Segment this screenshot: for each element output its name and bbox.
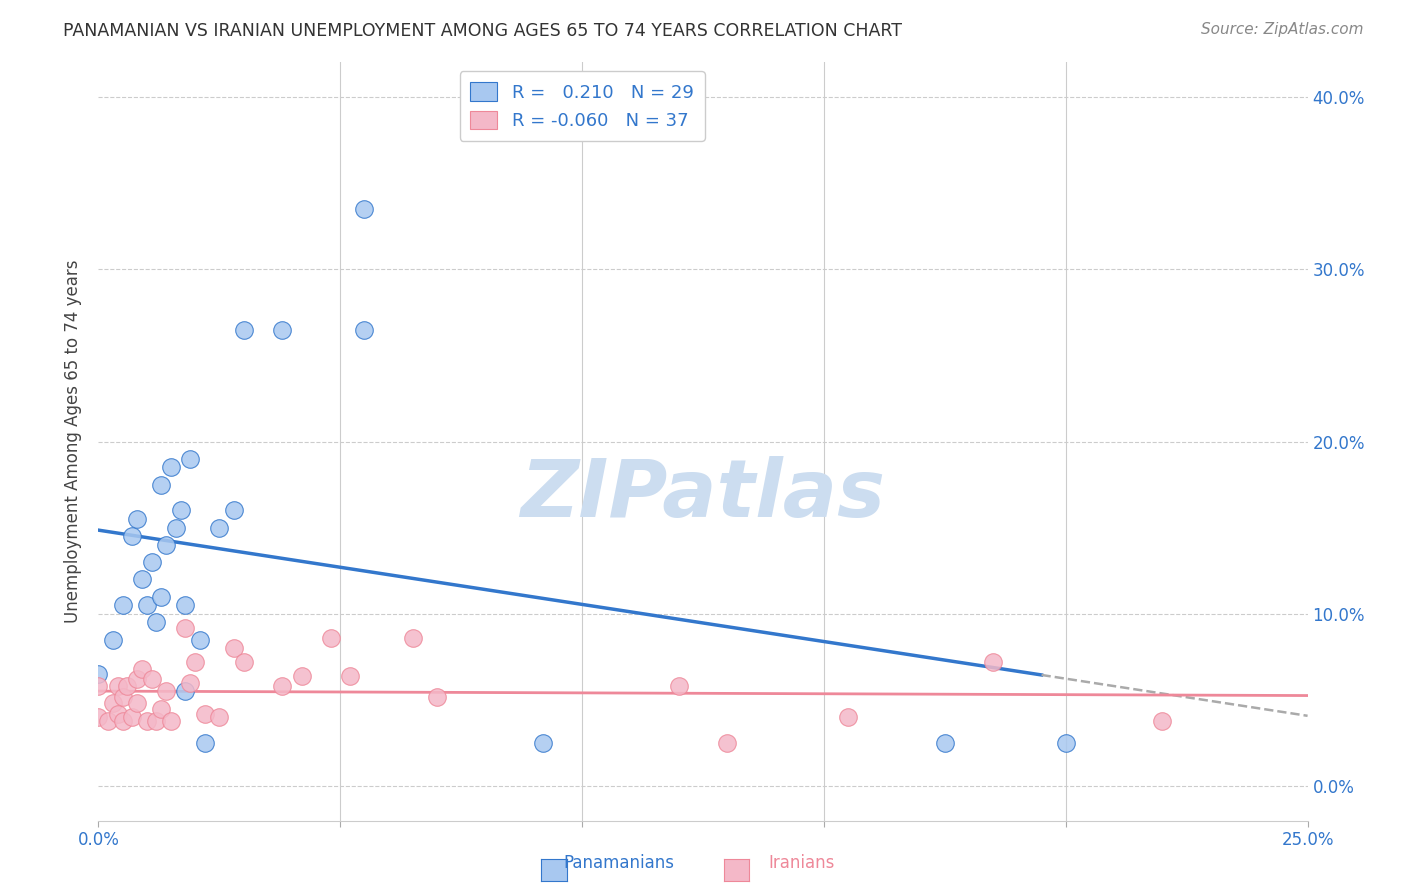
Point: [111, 599, 134, 613]
Point: [232, 322, 254, 336]
Point: [271, 679, 294, 693]
Point: [232, 655, 254, 669]
Point: [426, 690, 449, 704]
Point: [353, 202, 375, 216]
Point: [208, 710, 231, 724]
Point: [165, 521, 187, 535]
Y-axis label: Unemployment Among Ages 65 to 74 years: Unemployment Among Ages 65 to 74 years: [65, 260, 83, 624]
Point: [101, 697, 124, 711]
Point: [160, 460, 183, 475]
Point: [141, 555, 163, 569]
Point: [121, 529, 143, 543]
Point: [135, 599, 157, 613]
Point: [87, 710, 110, 724]
Point: [131, 573, 153, 587]
Point: [127, 512, 149, 526]
Point: [188, 632, 211, 647]
Legend: R =   0.210   N = 29, R = -0.060   N = 37: R = 0.210 N = 29, R = -0.060 N = 37: [460, 71, 704, 141]
Text: ZIPatlas: ZIPatlas: [520, 456, 886, 533]
Point: [135, 714, 157, 728]
Point: [111, 690, 134, 704]
Point: [141, 673, 163, 687]
Point: [1152, 714, 1174, 728]
Point: [145, 714, 167, 728]
Point: [117, 679, 139, 693]
Point: [101, 632, 124, 647]
Point: [716, 736, 738, 750]
Point: [127, 697, 149, 711]
Point: [169, 503, 191, 517]
Point: [402, 631, 425, 645]
Point: [150, 701, 173, 715]
Point: [339, 669, 361, 683]
Point: [179, 451, 201, 466]
Text: Panamanians: Panamanians: [564, 855, 673, 872]
Point: [271, 322, 294, 336]
Point: [353, 322, 375, 336]
Point: [981, 655, 1004, 669]
Point: [145, 615, 167, 630]
Point: [222, 641, 245, 656]
Point: [319, 631, 342, 645]
Point: [194, 736, 217, 750]
Point: [531, 736, 554, 750]
Point: [87, 667, 110, 681]
Point: [155, 538, 177, 552]
Point: [107, 706, 129, 721]
Point: [107, 679, 129, 693]
Point: [97, 714, 120, 728]
Text: PANAMANIAN VS IRANIAN UNEMPLOYMENT AMONG AGES 65 TO 74 YEARS CORRELATION CHART: PANAMANIAN VS IRANIAN UNEMPLOYMENT AMONG…: [63, 22, 903, 40]
Point: [174, 684, 197, 698]
Point: [208, 521, 231, 535]
Point: [934, 736, 956, 750]
Point: [150, 590, 173, 604]
Point: [174, 599, 197, 613]
Text: Source: ZipAtlas.com: Source: ZipAtlas.com: [1201, 22, 1364, 37]
Point: [179, 675, 201, 690]
Point: [87, 679, 110, 693]
Point: [150, 477, 173, 491]
Point: [174, 621, 197, 635]
Point: [160, 714, 183, 728]
Point: [121, 710, 143, 724]
Point: [290, 669, 312, 683]
Point: [111, 714, 134, 728]
Point: [668, 679, 690, 693]
Point: [222, 503, 245, 517]
Point: [837, 710, 859, 724]
Text: Iranians: Iranians: [768, 855, 835, 872]
Point: [194, 706, 217, 721]
Point: [127, 673, 149, 687]
Point: [1054, 736, 1077, 750]
Point: [131, 662, 153, 676]
Point: [184, 655, 207, 669]
Point: [155, 684, 177, 698]
